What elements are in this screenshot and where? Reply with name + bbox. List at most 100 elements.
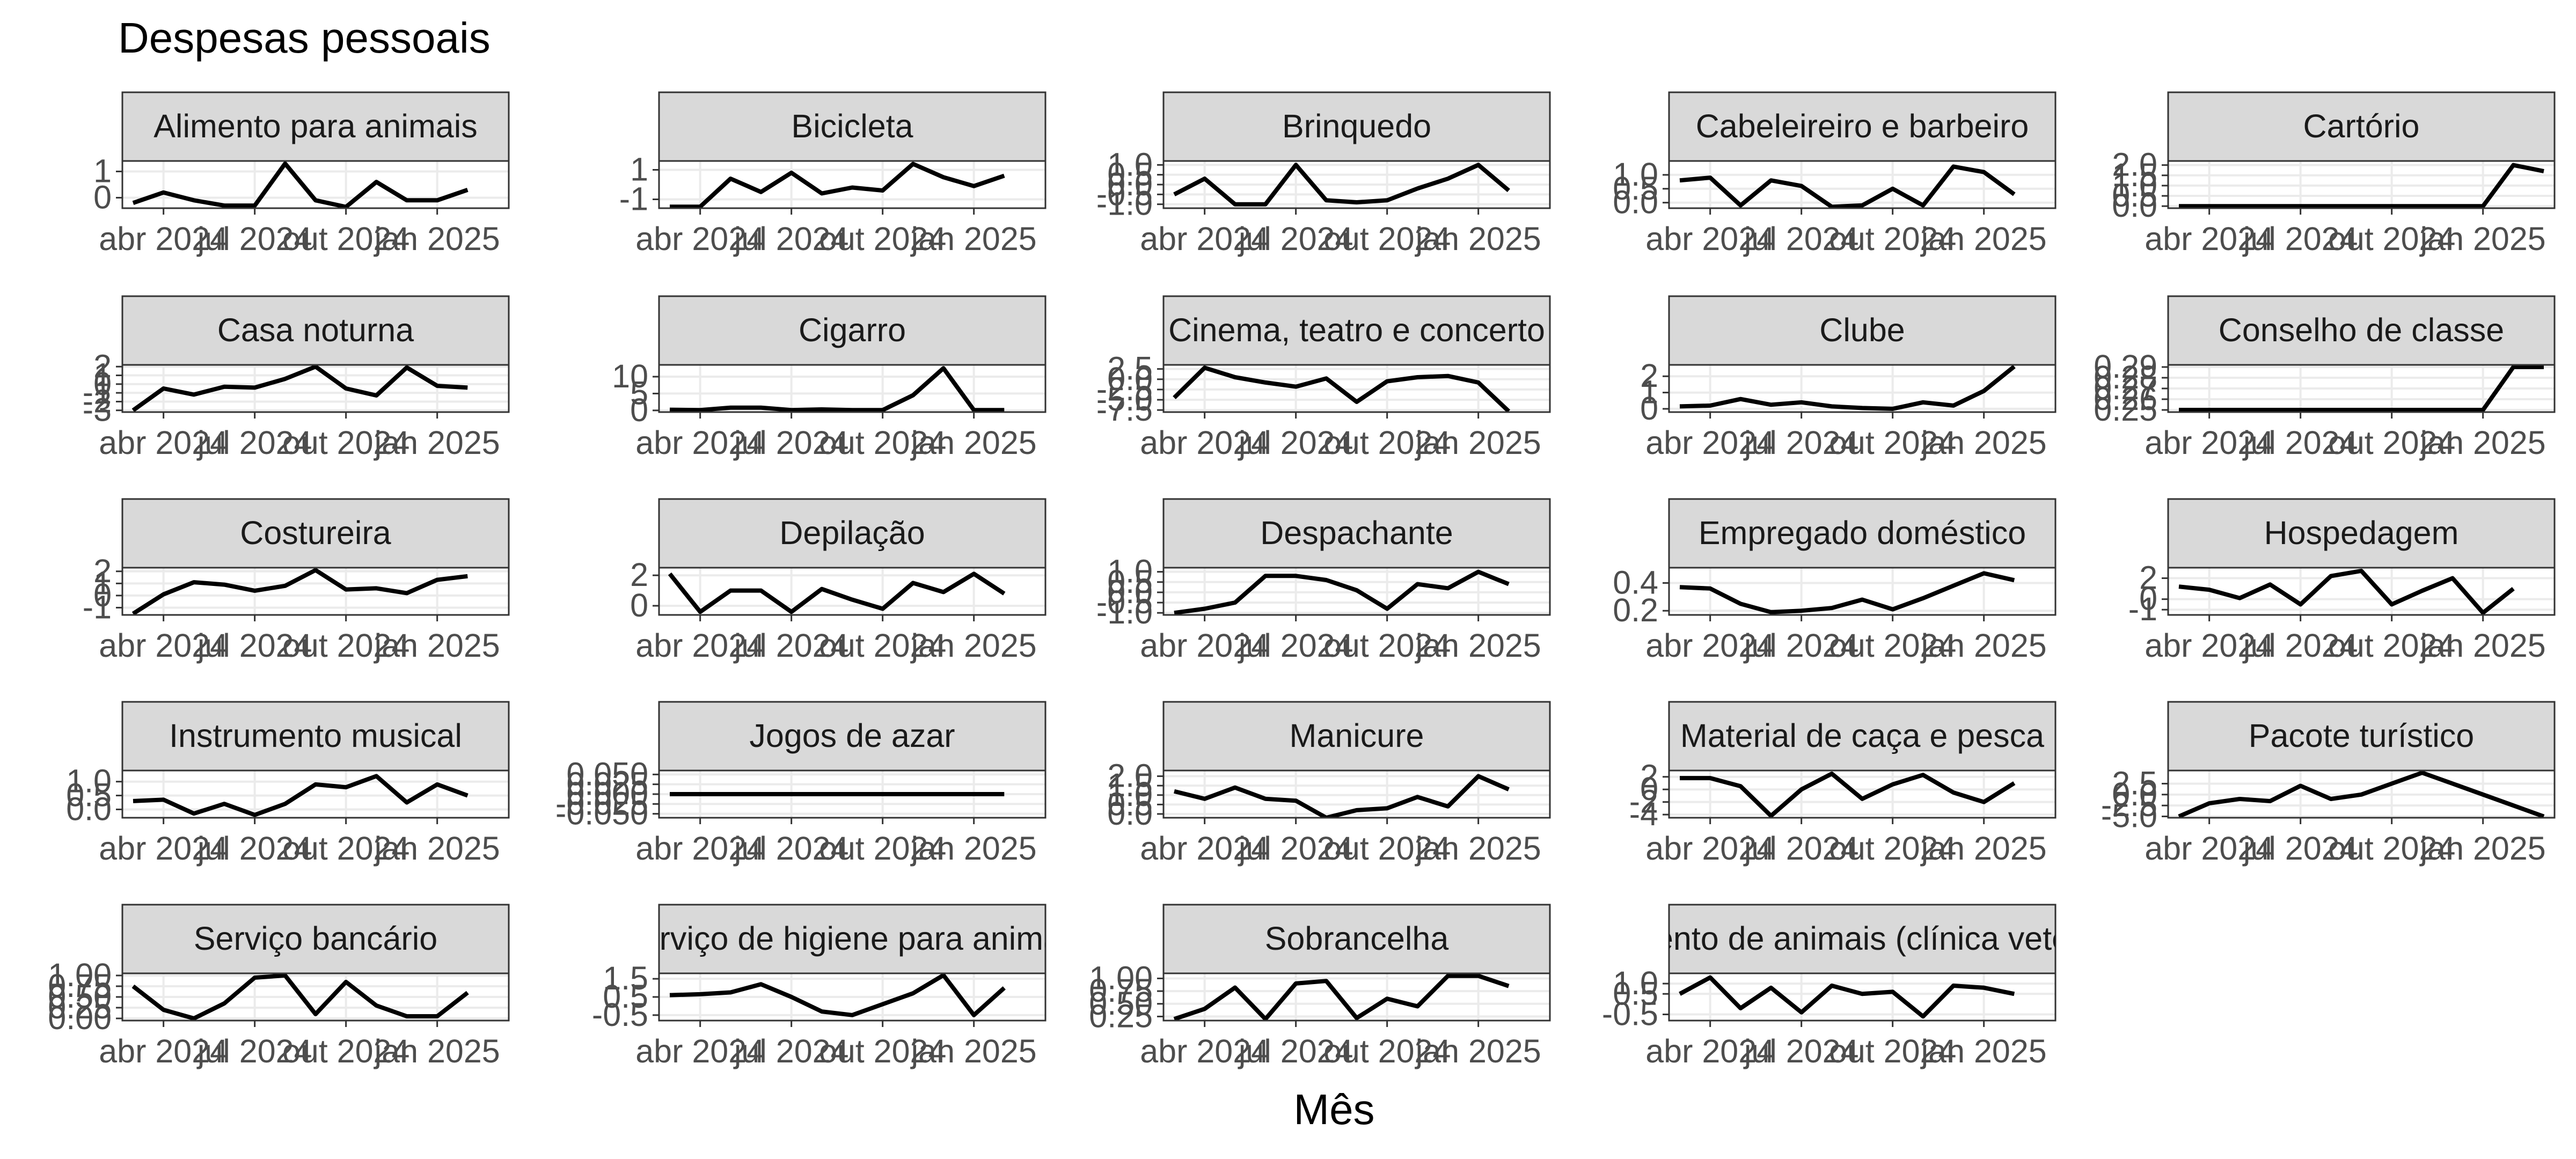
panel-border: [1162, 364, 1551, 413]
y-tick-label: 2: [1640, 357, 1658, 394]
panel-background: [659, 161, 1045, 208]
series-line: [1679, 975, 2015, 1019]
facet-strip-label: Cabeleireiro e barbeiro: [1696, 108, 2029, 144]
x-tick-label: jul 2024: [733, 221, 849, 257]
series-line: [1679, 571, 2015, 614]
x-tick-label: abr 2024: [1140, 830, 1269, 867]
x-tick-label: out 2024: [819, 627, 946, 664]
x-tick-label: out 2024: [819, 1033, 946, 1069]
x-tick-label: out 2024: [282, 627, 409, 664]
y-tick-label: 0.5: [603, 978, 648, 1015]
y-tick-label: 0.5: [1613, 975, 1658, 1011]
facet-strip-label: Bicicleta: [791, 108, 913, 144]
facet-strip: [658, 701, 1046, 772]
x-tick-label: jul 2024: [2242, 221, 2358, 257]
x-tick-label: abr 2024: [99, 424, 228, 461]
y-tick-label: 0.50: [1089, 985, 1153, 1022]
panel-border: [1668, 364, 2057, 413]
y-tick-label: 0.5: [1107, 156, 1153, 193]
y-tick-label: 0.5: [2112, 177, 2157, 214]
x-tick-label: out 2024: [1323, 830, 1451, 867]
y-tick-label: 0.00: [48, 1000, 112, 1036]
y-tick-label: 0.0: [1613, 184, 1658, 221]
x-tick-label: jan 2025: [2419, 221, 2546, 257]
series-line: [1173, 365, 1511, 412]
panel-grid: [122, 365, 509, 412]
y-tick-label: 1.5: [2112, 157, 2157, 193]
facet-strip: [1668, 498, 2057, 569]
panel-grid: [1163, 771, 1550, 818]
facet-strip-label: Costureira: [240, 515, 391, 551]
x-tick-label: out 2024: [282, 424, 409, 461]
y-tick-label: 0.27: [2094, 370, 2157, 406]
panel-border: [658, 364, 1046, 413]
y-tick-label: 2.5: [2112, 765, 2157, 801]
y-tick-label: 0.000: [566, 775, 648, 812]
x-tick-label: jul 2024: [196, 221, 312, 257]
x-tick-label: jan 2025: [910, 627, 1037, 664]
panel-background: [122, 365, 509, 412]
panel-border: [1668, 972, 2057, 1022]
x-tick-label: out 2024: [1323, 424, 1451, 461]
x-tick-label: jan 2025: [910, 1033, 1037, 1069]
y-tick-label: 0: [93, 179, 112, 215]
x-tick-label: abr 2024: [1140, 221, 1269, 257]
facet-strip-label: Manicure: [1290, 717, 1424, 754]
facet-strip-label: Sobrancelha: [1265, 920, 1449, 957]
facet-panel: Jogos de azar -0.050-0.0250.0000.0250.050…: [555, 701, 1046, 867]
y-tick-label: 0: [2139, 581, 2157, 617]
y-tick-label: 2: [630, 556, 648, 593]
panel-border: [2167, 567, 2556, 616]
y-tick-label: -0.5: [592, 996, 648, 1033]
panel-grid: [1669, 973, 2055, 1021]
x-tick-label: abr 2024: [635, 627, 765, 664]
x-tick-label: abr 2024: [99, 221, 228, 257]
x-tick-label: jan 2025: [1415, 221, 1541, 257]
y-tick-label: 0.75: [48, 967, 112, 1004]
x-tick-label: jul 2024: [196, 627, 312, 664]
facet-strip: [1668, 701, 2057, 772]
panel-border: [1668, 769, 2057, 819]
x-tick-label: jul 2024: [1743, 424, 1859, 461]
y-tick-label: 0.25: [48, 989, 112, 1025]
y-tick-label: -0.025: [555, 785, 648, 821]
y-tick-label: 2: [93, 348, 112, 384]
facet-strip-label: Brinquedo: [1282, 108, 1431, 144]
series-line: [1679, 164, 2016, 208]
y-tick-label: 0.75: [1089, 972, 1153, 1009]
series-line: [1174, 569, 1510, 615]
facet-strip-label: Serviço bancário: [194, 920, 437, 957]
x-tick-label: jan 2025: [374, 627, 500, 664]
facet-panel: Pacote turístico -5.0-2.50.02.5 abr 2024ju…: [2101, 701, 2556, 867]
x-tick-label: jan 2025: [1415, 627, 1541, 664]
x-tick-label: jul 2024: [1743, 1033, 1859, 1069]
y-tick-label: -1.0: [1096, 594, 1153, 630]
x-tick-label: out 2024: [2328, 627, 2455, 664]
x-tick-label: out 2024: [1829, 1033, 1956, 1069]
panel-grid: [1669, 161, 2055, 208]
series-line: [1174, 774, 1510, 818]
x-tick-label: abr 2024: [1140, 1033, 1269, 1069]
y-tick-label: -1.0: [1096, 186, 1153, 222]
panel-border: [121, 769, 510, 819]
y-tick-label: 1: [93, 153, 112, 189]
facet-strip: [1162, 498, 1551, 569]
x-tick-label: abr 2024: [1140, 627, 1269, 664]
y-tick-label: 0.0: [2112, 776, 2157, 812]
facet-panel: Material de caça e pesca -4-202 abr 2024ju…: [1629, 701, 2057, 867]
x-tick-label: jul 2024: [1743, 221, 1859, 257]
y-tick-label: -2: [83, 383, 112, 419]
facet-strip: [658, 295, 1046, 366]
facet-panel: Tratamento de animais (clínica veterinár…: [1602, 904, 2057, 1069]
panel-background: [1669, 973, 2055, 1021]
facet-panel: Instrumento musical 0.00.51.0 abr 2024jul …: [66, 701, 510, 867]
